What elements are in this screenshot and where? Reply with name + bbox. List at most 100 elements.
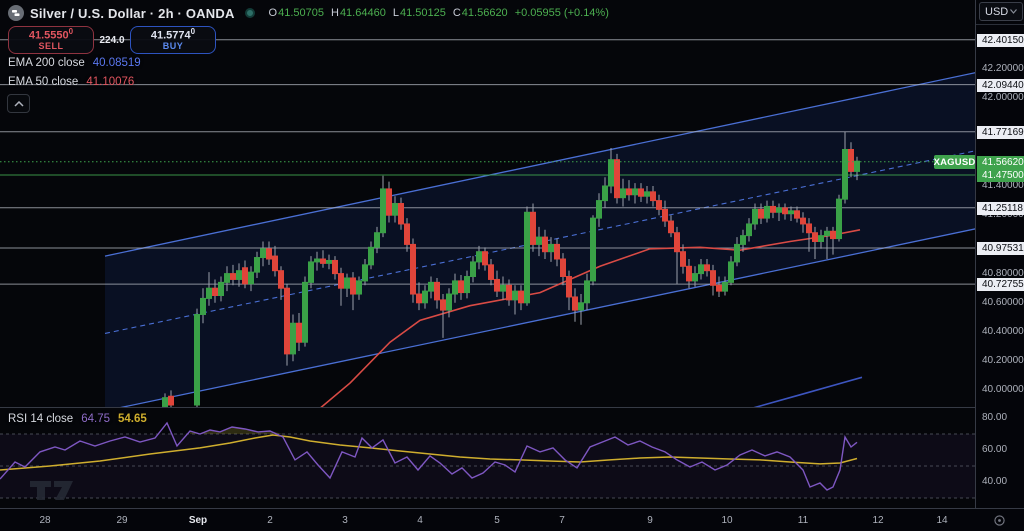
ohlc-item: H41.64460 xyxy=(330,7,386,19)
tradingview-watermark xyxy=(30,481,73,500)
ema50-legend[interactable]: EMA 50 close 41.10076 xyxy=(8,76,134,88)
candle xyxy=(518,290,524,304)
candle xyxy=(326,259,332,264)
candle xyxy=(596,200,602,219)
rsi-legend[interactable]: RSI 14 close 64.75 54.65 xyxy=(8,413,147,425)
candle xyxy=(668,220,674,234)
candle xyxy=(392,203,398,216)
candle xyxy=(662,208,668,222)
candle xyxy=(770,205,776,213)
candle xyxy=(848,149,854,172)
candle xyxy=(644,191,650,197)
price-change: +0.05955 (+0.14%) xyxy=(514,7,609,19)
candle xyxy=(824,230,830,237)
candle xyxy=(590,217,596,282)
candle xyxy=(428,281,434,292)
candle xyxy=(470,261,476,278)
candle xyxy=(776,207,782,213)
candle xyxy=(374,232,380,248)
price-tick: 42.20000 xyxy=(982,63,1024,75)
candle xyxy=(168,395,174,406)
candle xyxy=(836,198,842,240)
candle xyxy=(704,264,710,272)
candle xyxy=(314,258,320,263)
candle xyxy=(464,276,470,294)
candle xyxy=(854,160,860,172)
candle xyxy=(290,322,296,355)
ema200-line xyxy=(753,376,863,407)
candle xyxy=(632,188,638,196)
candle xyxy=(800,217,806,225)
candle xyxy=(506,284,512,301)
candle xyxy=(548,243,554,253)
candle xyxy=(782,207,788,215)
sell-label: SELL xyxy=(38,41,64,52)
ohlc-values: O41.50705 H41.64460 L41.50125 C41.56620 +0.0… xyxy=(269,7,609,19)
candle xyxy=(524,211,530,304)
candle xyxy=(422,290,428,304)
price-axis[interactable]: USD 42.2000042.0000041.4000041.2000040.8… xyxy=(975,0,1024,508)
candle xyxy=(674,232,680,253)
candle xyxy=(734,243,740,263)
buy-price-sup: 0 xyxy=(190,27,196,37)
candle xyxy=(242,267,248,285)
buy-button[interactable]: 41.57740 BUY xyxy=(130,26,216,54)
time-label: 11 xyxy=(797,515,809,526)
candle xyxy=(230,273,236,280)
candle xyxy=(626,188,632,196)
candle xyxy=(200,297,206,315)
market-status-dot[interactable] xyxy=(244,8,255,18)
candle xyxy=(620,188,626,199)
candle xyxy=(500,284,506,292)
rsi-label: RSI 14 close xyxy=(8,413,74,425)
candle xyxy=(218,281,224,296)
symbol-header: Silver / U.S. Dollar · 2h · OANDA O41.50… xyxy=(8,4,609,22)
sell-button[interactable]: 41.55500 SELL xyxy=(8,26,94,54)
candle xyxy=(320,258,326,264)
rsi-tick: 60.00 xyxy=(982,444,1008,455)
candle xyxy=(350,277,356,295)
price-tick: 42.00000 xyxy=(982,92,1024,104)
time-label: 29 xyxy=(116,515,128,526)
buy-price: 41.5774 xyxy=(150,29,191,42)
sell-price-sup: 0 xyxy=(68,27,74,37)
candle xyxy=(368,246,374,266)
collapse-legend-button[interactable] xyxy=(7,94,30,113)
rsi-value: 64.75 xyxy=(81,413,110,425)
candle xyxy=(434,281,440,301)
candle xyxy=(746,223,752,237)
currency-selector[interactable]: USD xyxy=(979,2,1023,21)
candle xyxy=(452,280,458,295)
time-axis[interactable]: 28 29 Sep 2 3 4 5 7 9 10 11 12 14 xyxy=(0,508,1024,531)
candle xyxy=(332,259,338,275)
time-label: 14 xyxy=(936,515,948,526)
candle xyxy=(458,280,464,294)
candle xyxy=(728,261,734,283)
symbol-title[interactable]: Silver / U.S. Dollar · 2h · OANDA xyxy=(30,5,235,21)
candle xyxy=(818,235,824,242)
candle xyxy=(410,243,416,295)
candle xyxy=(248,271,254,285)
candle xyxy=(812,232,818,242)
timezone-settings-icon[interactable] xyxy=(990,511,1008,529)
candle xyxy=(542,236,548,253)
candle xyxy=(308,261,314,283)
candle xyxy=(212,287,218,297)
rsi-pane xyxy=(0,421,975,500)
candle xyxy=(284,287,290,355)
main-pane xyxy=(0,39,975,407)
candle xyxy=(440,299,446,311)
candle xyxy=(806,223,812,234)
ema200-legend[interactable]: EMA 200 close 40.08519 xyxy=(8,57,141,69)
ohlc-item: O41.50705 xyxy=(268,7,324,19)
candle xyxy=(536,236,542,245)
candle xyxy=(560,258,566,278)
price-tick: 40.00000 xyxy=(982,384,1024,396)
pane-separator[interactable] xyxy=(0,407,1024,408)
candle xyxy=(386,188,392,216)
candle xyxy=(302,281,308,343)
ema50-label: EMA 50 close xyxy=(8,76,79,88)
time-label: 5 xyxy=(494,515,500,526)
time-label: 4 xyxy=(417,515,423,526)
